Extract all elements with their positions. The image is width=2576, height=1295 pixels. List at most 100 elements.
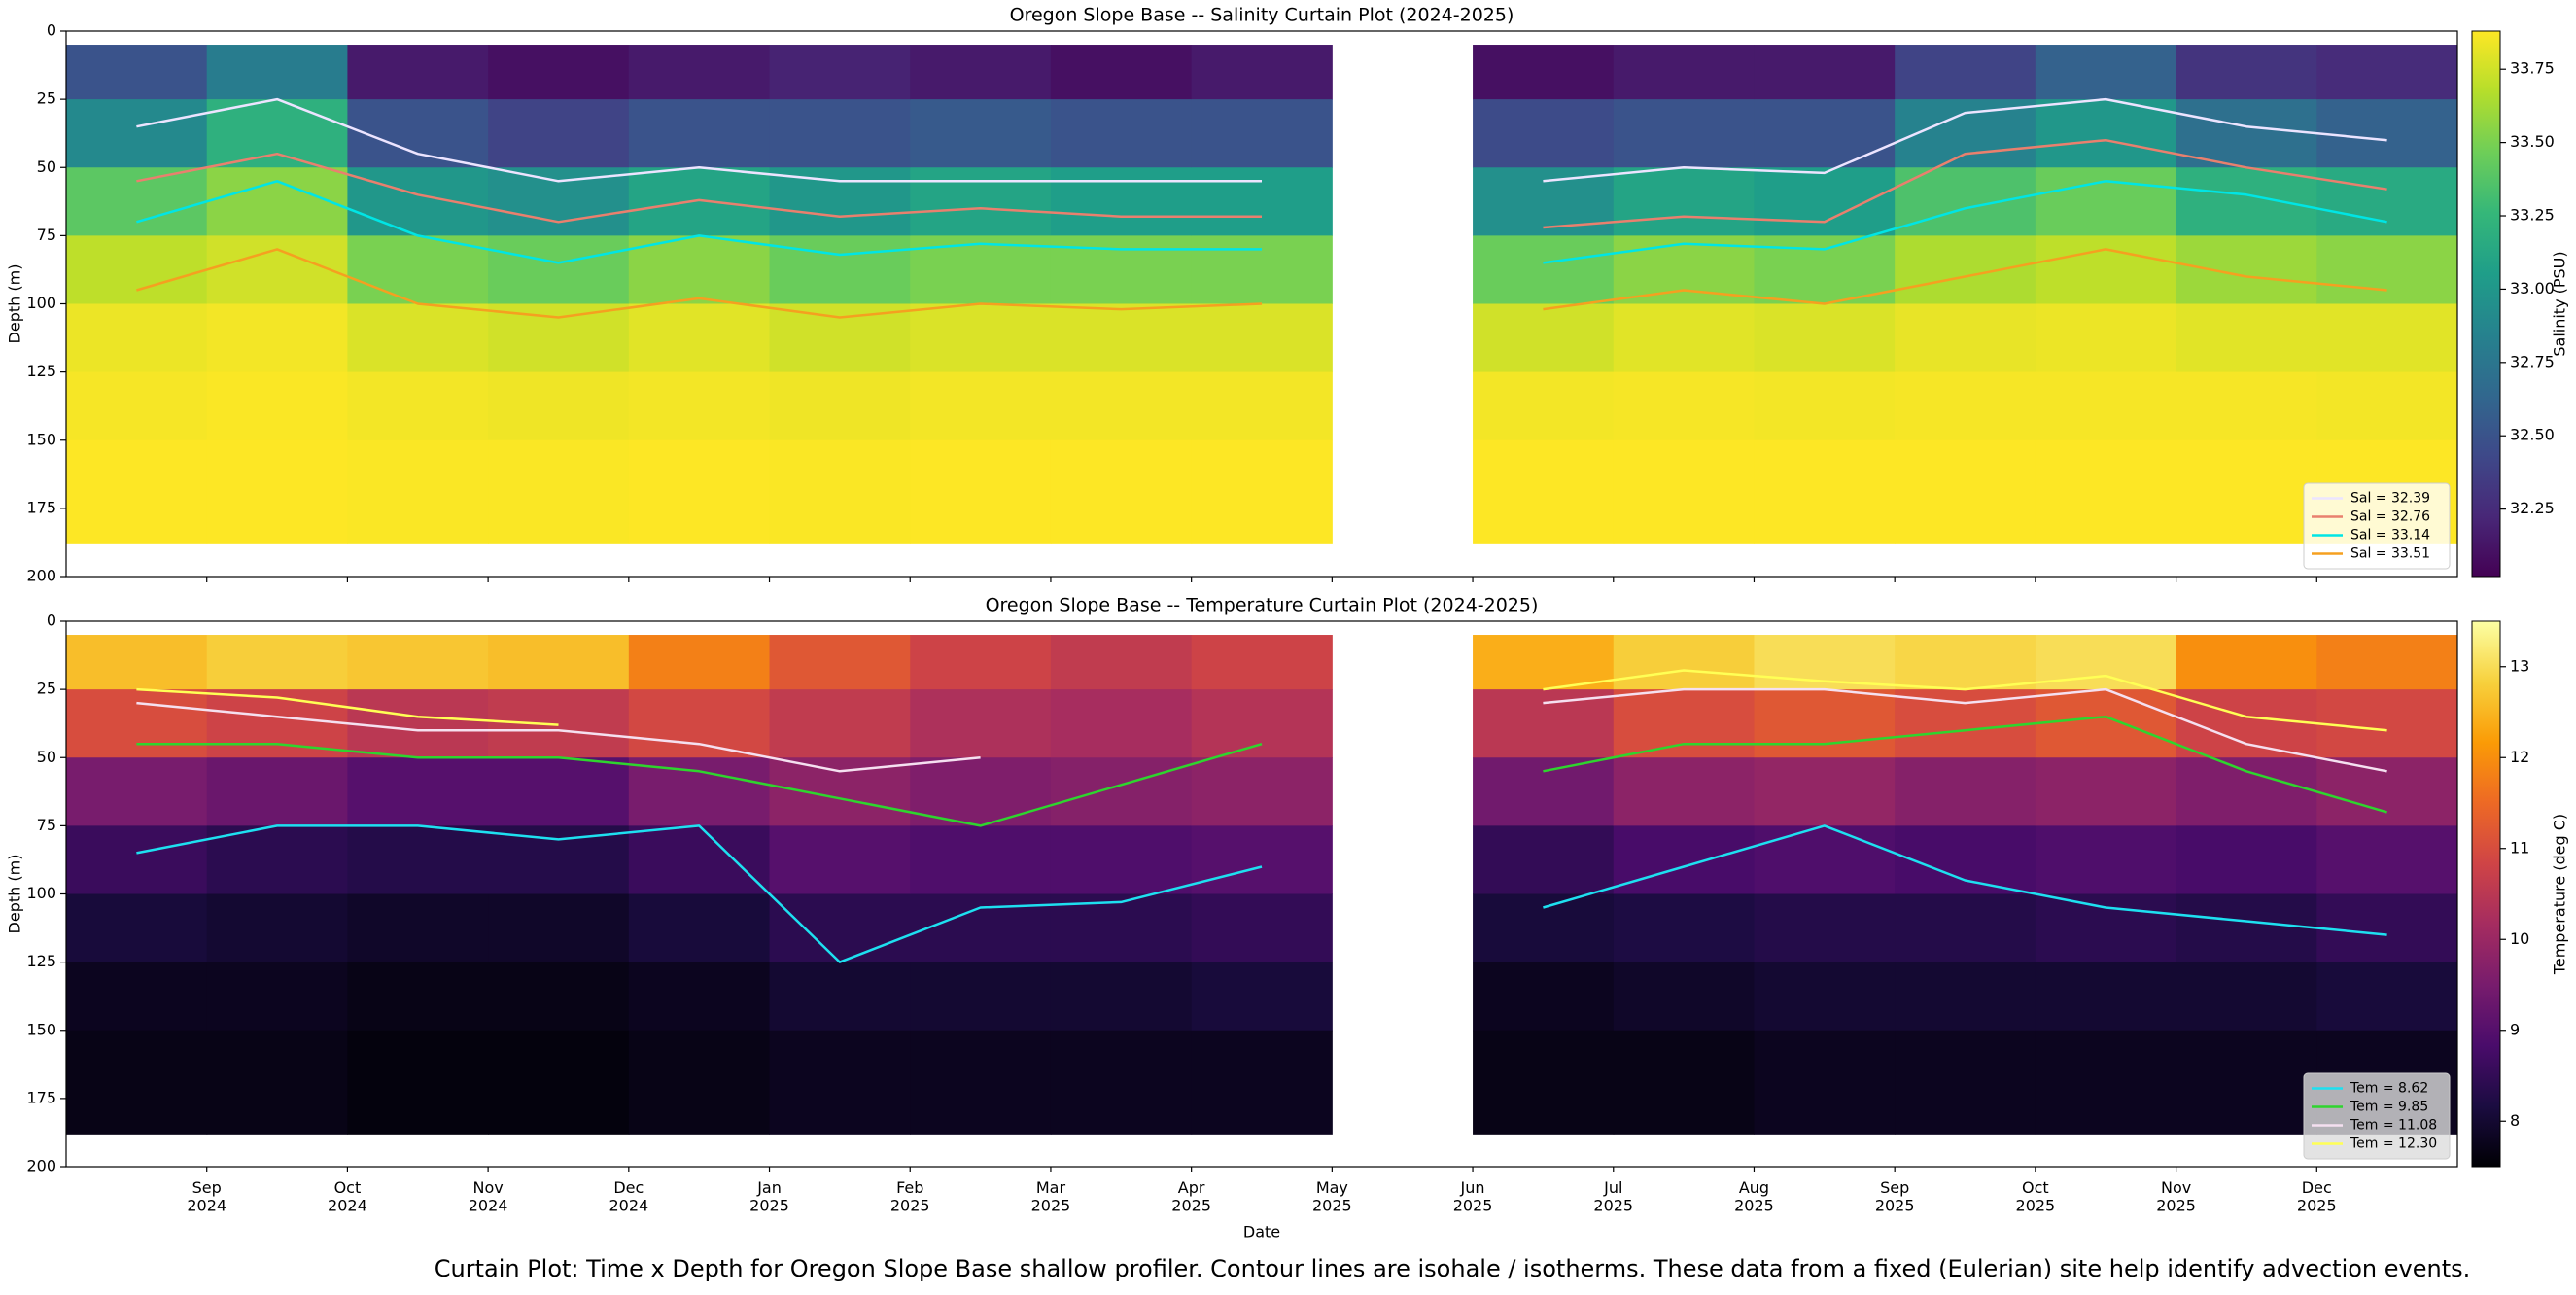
heatmap-cell [1895, 235, 2036, 304]
heatmap-cell [1613, 1030, 1755, 1135]
heatmap-cell [2176, 1030, 2317, 1135]
heatmap-cell [488, 167, 630, 236]
caption: Curtain Plot: Time x Depth for Oregon Sl… [435, 1255, 2471, 1282]
heatmap-cell [488, 757, 630, 826]
heatmap-cell [1754, 439, 1896, 544]
legend-label: Sal = 33.14 [2350, 528, 2430, 543]
colorbar-tick-label: 32.50 [2510, 426, 2555, 444]
heatmap-cell [769, 45, 911, 100]
heatmap-cell [206, 371, 348, 441]
heatmap-cell [769, 167, 911, 236]
heatmap-cell [769, 1030, 911, 1135]
contour-line [136, 669, 2387, 732]
heatmap-cell [2316, 962, 2458, 1032]
heatmap-cell [206, 99, 348, 168]
y-tick-label: 50 [37, 748, 56, 766]
heatmap-cell [206, 303, 348, 373]
y-tick-label: 100 [26, 884, 56, 902]
heatmap-cell [1050, 893, 1193, 963]
x-axis-label: Date [1243, 1223, 1280, 1242]
heatmap-cell [1613, 99, 1755, 168]
heatmap-cell [2035, 303, 2177, 373]
x-tick-label: Dec 2025 [2297, 1178, 2337, 1214]
heatmap-cell [2176, 167, 2317, 236]
heatmap-cell [1473, 371, 1615, 441]
colorbar-tick-label: 32.75 [2510, 352, 2555, 370]
heatmap-cell [1613, 689, 1755, 758]
heatmap-cell [1895, 962, 2036, 1032]
heatmap-cell [1050, 45, 1193, 100]
heatmap-cell [1191, 439, 1333, 544]
heatmap-cell [488, 439, 630, 544]
heatmap-cell [1050, 757, 1193, 826]
chart-title: Oregon Slope Base -- Temperature Curtain… [986, 595, 1539, 616]
y-tick-label: 125 [26, 952, 56, 970]
heatmap-cell [1895, 1030, 2036, 1135]
heatmap-cell [206, 235, 348, 304]
heatmap-cell [66, 893, 208, 963]
heatmap-cell [1613, 303, 1755, 373]
heatmap-cell [66, 45, 208, 100]
heatmap-cell [1613, 235, 1755, 304]
y-axis-label: Depth (m) [6, 264, 24, 344]
heatmap-cell [2316, 99, 2458, 168]
heatmap-cell [2176, 99, 2317, 168]
heatmap-cell [628, 235, 771, 304]
heatmap-cell [347, 235, 489, 304]
heatmap-cell [769, 757, 911, 826]
heatmap-cell [1191, 825, 1333, 894]
heatmap-cell [488, 1030, 630, 1135]
heatmap-cell [206, 962, 348, 1032]
heatmap-cell [1754, 167, 1896, 236]
colorbar-tick-label: 11 [2510, 838, 2529, 857]
contour-line [136, 687, 2387, 773]
heatmap-cell [1613, 439, 1755, 544]
heatmap-cell [628, 635, 771, 690]
legend-label: Tem = 12.30 [2350, 1137, 2437, 1152]
x-tick-label: Jun 2025 [1453, 1178, 1493, 1214]
heatmap-cell [628, 439, 771, 544]
heatmap-cell [206, 825, 348, 894]
heatmap-cell [2316, 167, 2458, 236]
heatmap-cell [2035, 962, 2177, 1032]
heatmap-cell [628, 757, 771, 826]
heatmap-cell [488, 371, 630, 441]
heatmap-cell [1191, 757, 1333, 826]
x-tick-label: Oct 2024 [328, 1178, 367, 1214]
heatmap-cell [2176, 439, 2317, 544]
heatmap-cell [2176, 303, 2317, 373]
plot-area [66, 45, 2458, 544]
colorbar-tick-label: 33.50 [2510, 132, 2555, 151]
heatmap-cell [488, 689, 630, 758]
y-tick-label: 150 [26, 1020, 56, 1038]
heatmap-cell [628, 893, 771, 963]
heatmap-cell [1473, 45, 1615, 100]
heatmap-cell [347, 45, 489, 100]
heatmap-cell [1754, 303, 1896, 373]
heatmap-cell [1613, 825, 1755, 894]
heatmap-cell [628, 689, 771, 758]
heatmap-cell [1895, 167, 2036, 236]
heatmap-cell [910, 689, 1052, 758]
colorbar-tick-label: 32.25 [2510, 499, 2555, 517]
colorbar-label: Salinity (PSU) [2551, 251, 2569, 356]
heatmap-cell [769, 635, 911, 690]
heatmap-cell [1050, 235, 1193, 304]
y-tick-label: 200 [26, 1157, 56, 1175]
y-tick-label: 150 [26, 430, 56, 448]
heatmap-cell [910, 439, 1052, 544]
colorbar-tick-label: 33.00 [2510, 279, 2555, 298]
colorbar [2471, 30, 2501, 578]
heatmap-cell [1754, 825, 1896, 894]
heatmap-cell [1191, 45, 1333, 100]
heatmap-cell [347, 962, 489, 1032]
heatmap-cell [488, 635, 630, 690]
heatmap-cell [1613, 45, 1755, 100]
heatmap-cell [1754, 757, 1896, 826]
heatmap-cell [2176, 635, 2317, 690]
heatmap-cell [1754, 99, 1896, 168]
heatmap-cell [910, 303, 1052, 373]
heatmap-cell [628, 962, 771, 1032]
heatmap-cell [769, 99, 911, 168]
heatmap-cell [488, 99, 630, 168]
